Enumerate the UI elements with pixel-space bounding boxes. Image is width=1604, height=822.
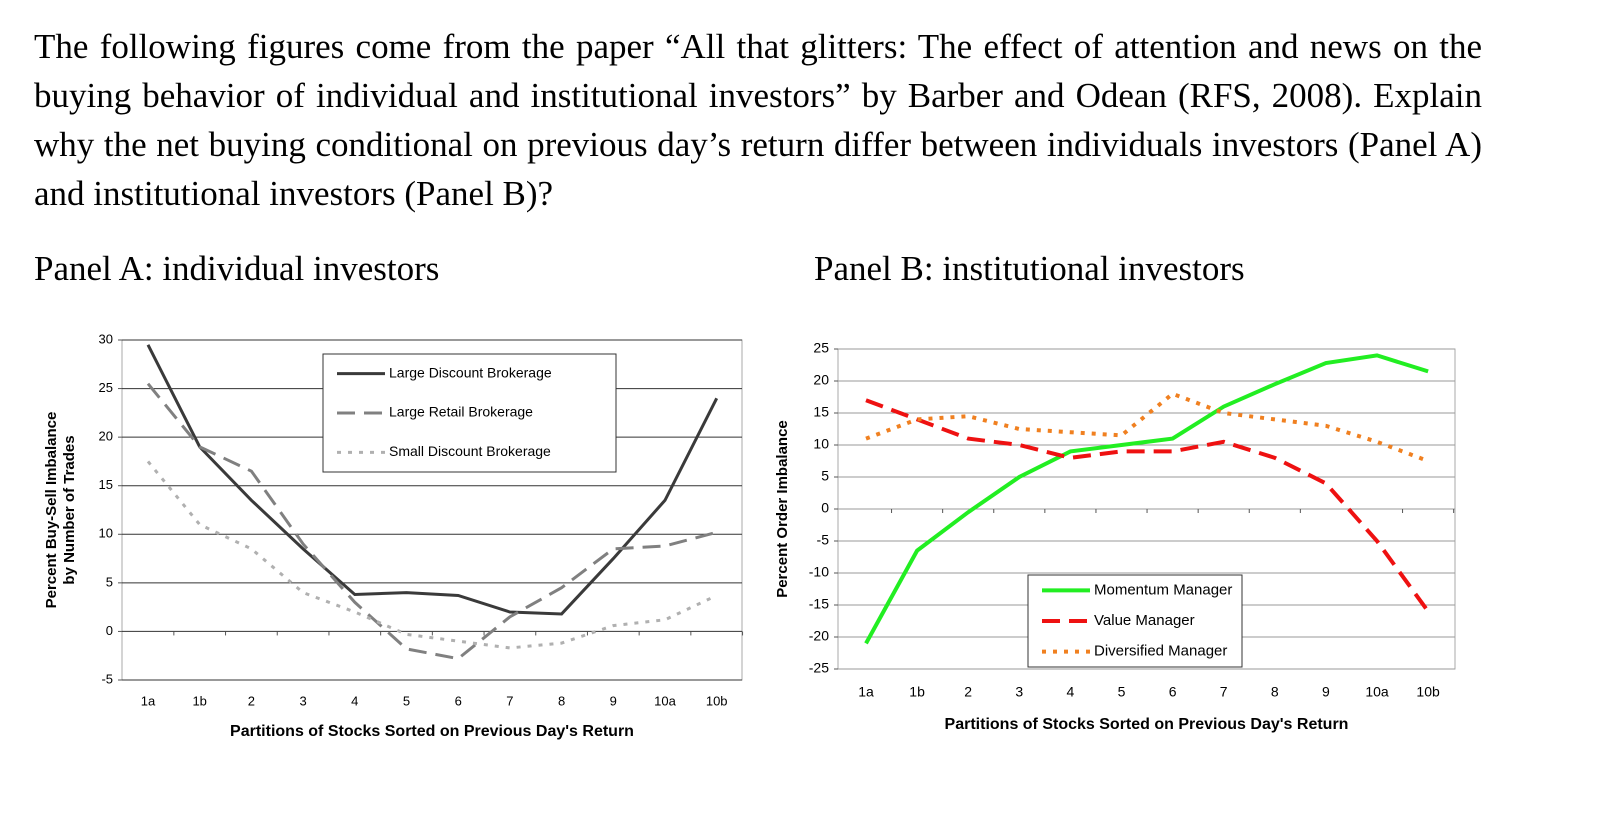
question: The following figures come from the pape… bbox=[34, 27, 1482, 213]
y-tick-label: 30 bbox=[99, 331, 113, 346]
y-tick-label: 15 bbox=[99, 477, 113, 492]
x-tick-label: 10b bbox=[706, 693, 728, 708]
y-tick-label: -5 bbox=[817, 532, 830, 548]
x-tick-label: 9 bbox=[610, 693, 617, 708]
y-tick-label: 10 bbox=[813, 436, 829, 452]
x-tick-label: 5 bbox=[403, 693, 410, 708]
x-tick-label: 10a bbox=[654, 693, 676, 708]
x-tick-label: 1b bbox=[192, 693, 206, 708]
x-tick-label: 4 bbox=[1067, 684, 1075, 700]
legend-label: Momentum Manager bbox=[1094, 581, 1232, 598]
panel-title: Panel A: individual investors bbox=[34, 249, 439, 288]
y-tick-label: 0 bbox=[821, 500, 829, 516]
y-axis-label: Percent Order Imbalance bbox=[774, 420, 791, 598]
x-tick-label: 6 bbox=[455, 693, 462, 708]
x-tick-label: 2 bbox=[248, 693, 255, 708]
x-axis-label: Partitions of Stocks Sorted on Previous … bbox=[945, 716, 1349, 733]
x-axis-label: Partitions of Stocks Sorted on Previous … bbox=[230, 723, 634, 740]
series-line bbox=[146, 382, 718, 661]
y-tick-label: 15 bbox=[813, 404, 829, 420]
y-tick-label: 0 bbox=[106, 623, 113, 638]
x-tick-label: 3 bbox=[1015, 684, 1023, 700]
y-tick-label: 5 bbox=[821, 468, 829, 484]
x-tick-label: 10b bbox=[1416, 684, 1440, 700]
y-tick-label: 25 bbox=[99, 380, 113, 395]
y-tick-label: 5 bbox=[106, 574, 113, 589]
y-tick-label: 20 bbox=[813, 372, 829, 388]
y-tick-label: -5 bbox=[101, 671, 113, 686]
x-tick-label: 4 bbox=[351, 693, 358, 708]
x-tick-label: 1a bbox=[141, 693, 156, 708]
x-tick-label: 5 bbox=[1118, 684, 1126, 700]
x-tick-label: 10a bbox=[1365, 684, 1389, 700]
x-tick-label: 8 bbox=[1271, 684, 1279, 700]
legend-label: Large Discount Brokerage bbox=[389, 364, 552, 380]
y-tick-label: -20 bbox=[809, 628, 829, 644]
x-tick-label: 3 bbox=[299, 693, 306, 708]
y-tick-label: -15 bbox=[809, 596, 829, 612]
x-tick-label: 9 bbox=[1322, 684, 1330, 700]
y-axis-label: Percent Buy-Sell Imbalance bbox=[43, 412, 60, 609]
series-line bbox=[146, 460, 718, 650]
x-tick-label: 2 bbox=[964, 684, 972, 700]
y-tick-label: -25 bbox=[809, 660, 829, 676]
panel-title: Panel B: institutional investors bbox=[814, 249, 1245, 288]
series-line bbox=[864, 353, 1429, 645]
y-tick-label: 20 bbox=[99, 429, 113, 444]
series-line bbox=[865, 398, 1430, 613]
legend-label: Small Discount Brokerage bbox=[389, 443, 551, 459]
y-tick-label: -10 bbox=[809, 564, 829, 580]
y-axis-label: by Number of Trades bbox=[61, 435, 78, 584]
legend-label: Large Retail Brokerage bbox=[389, 404, 533, 420]
x-tick-label: 7 bbox=[506, 693, 513, 708]
legend-label: Diversified Manager bbox=[1094, 643, 1227, 660]
y-tick-label: 10 bbox=[99, 526, 113, 541]
x-tick-label: 8 bbox=[558, 693, 565, 708]
x-tick-label: 1a bbox=[858, 684, 874, 700]
x-tick-label: 1b bbox=[909, 684, 925, 700]
x-tick-label: 6 bbox=[1169, 684, 1177, 700]
y-tick-label: 25 bbox=[813, 340, 829, 356]
x-tick-label: 7 bbox=[1220, 684, 1228, 700]
legend-label: Value Manager bbox=[1094, 612, 1195, 629]
